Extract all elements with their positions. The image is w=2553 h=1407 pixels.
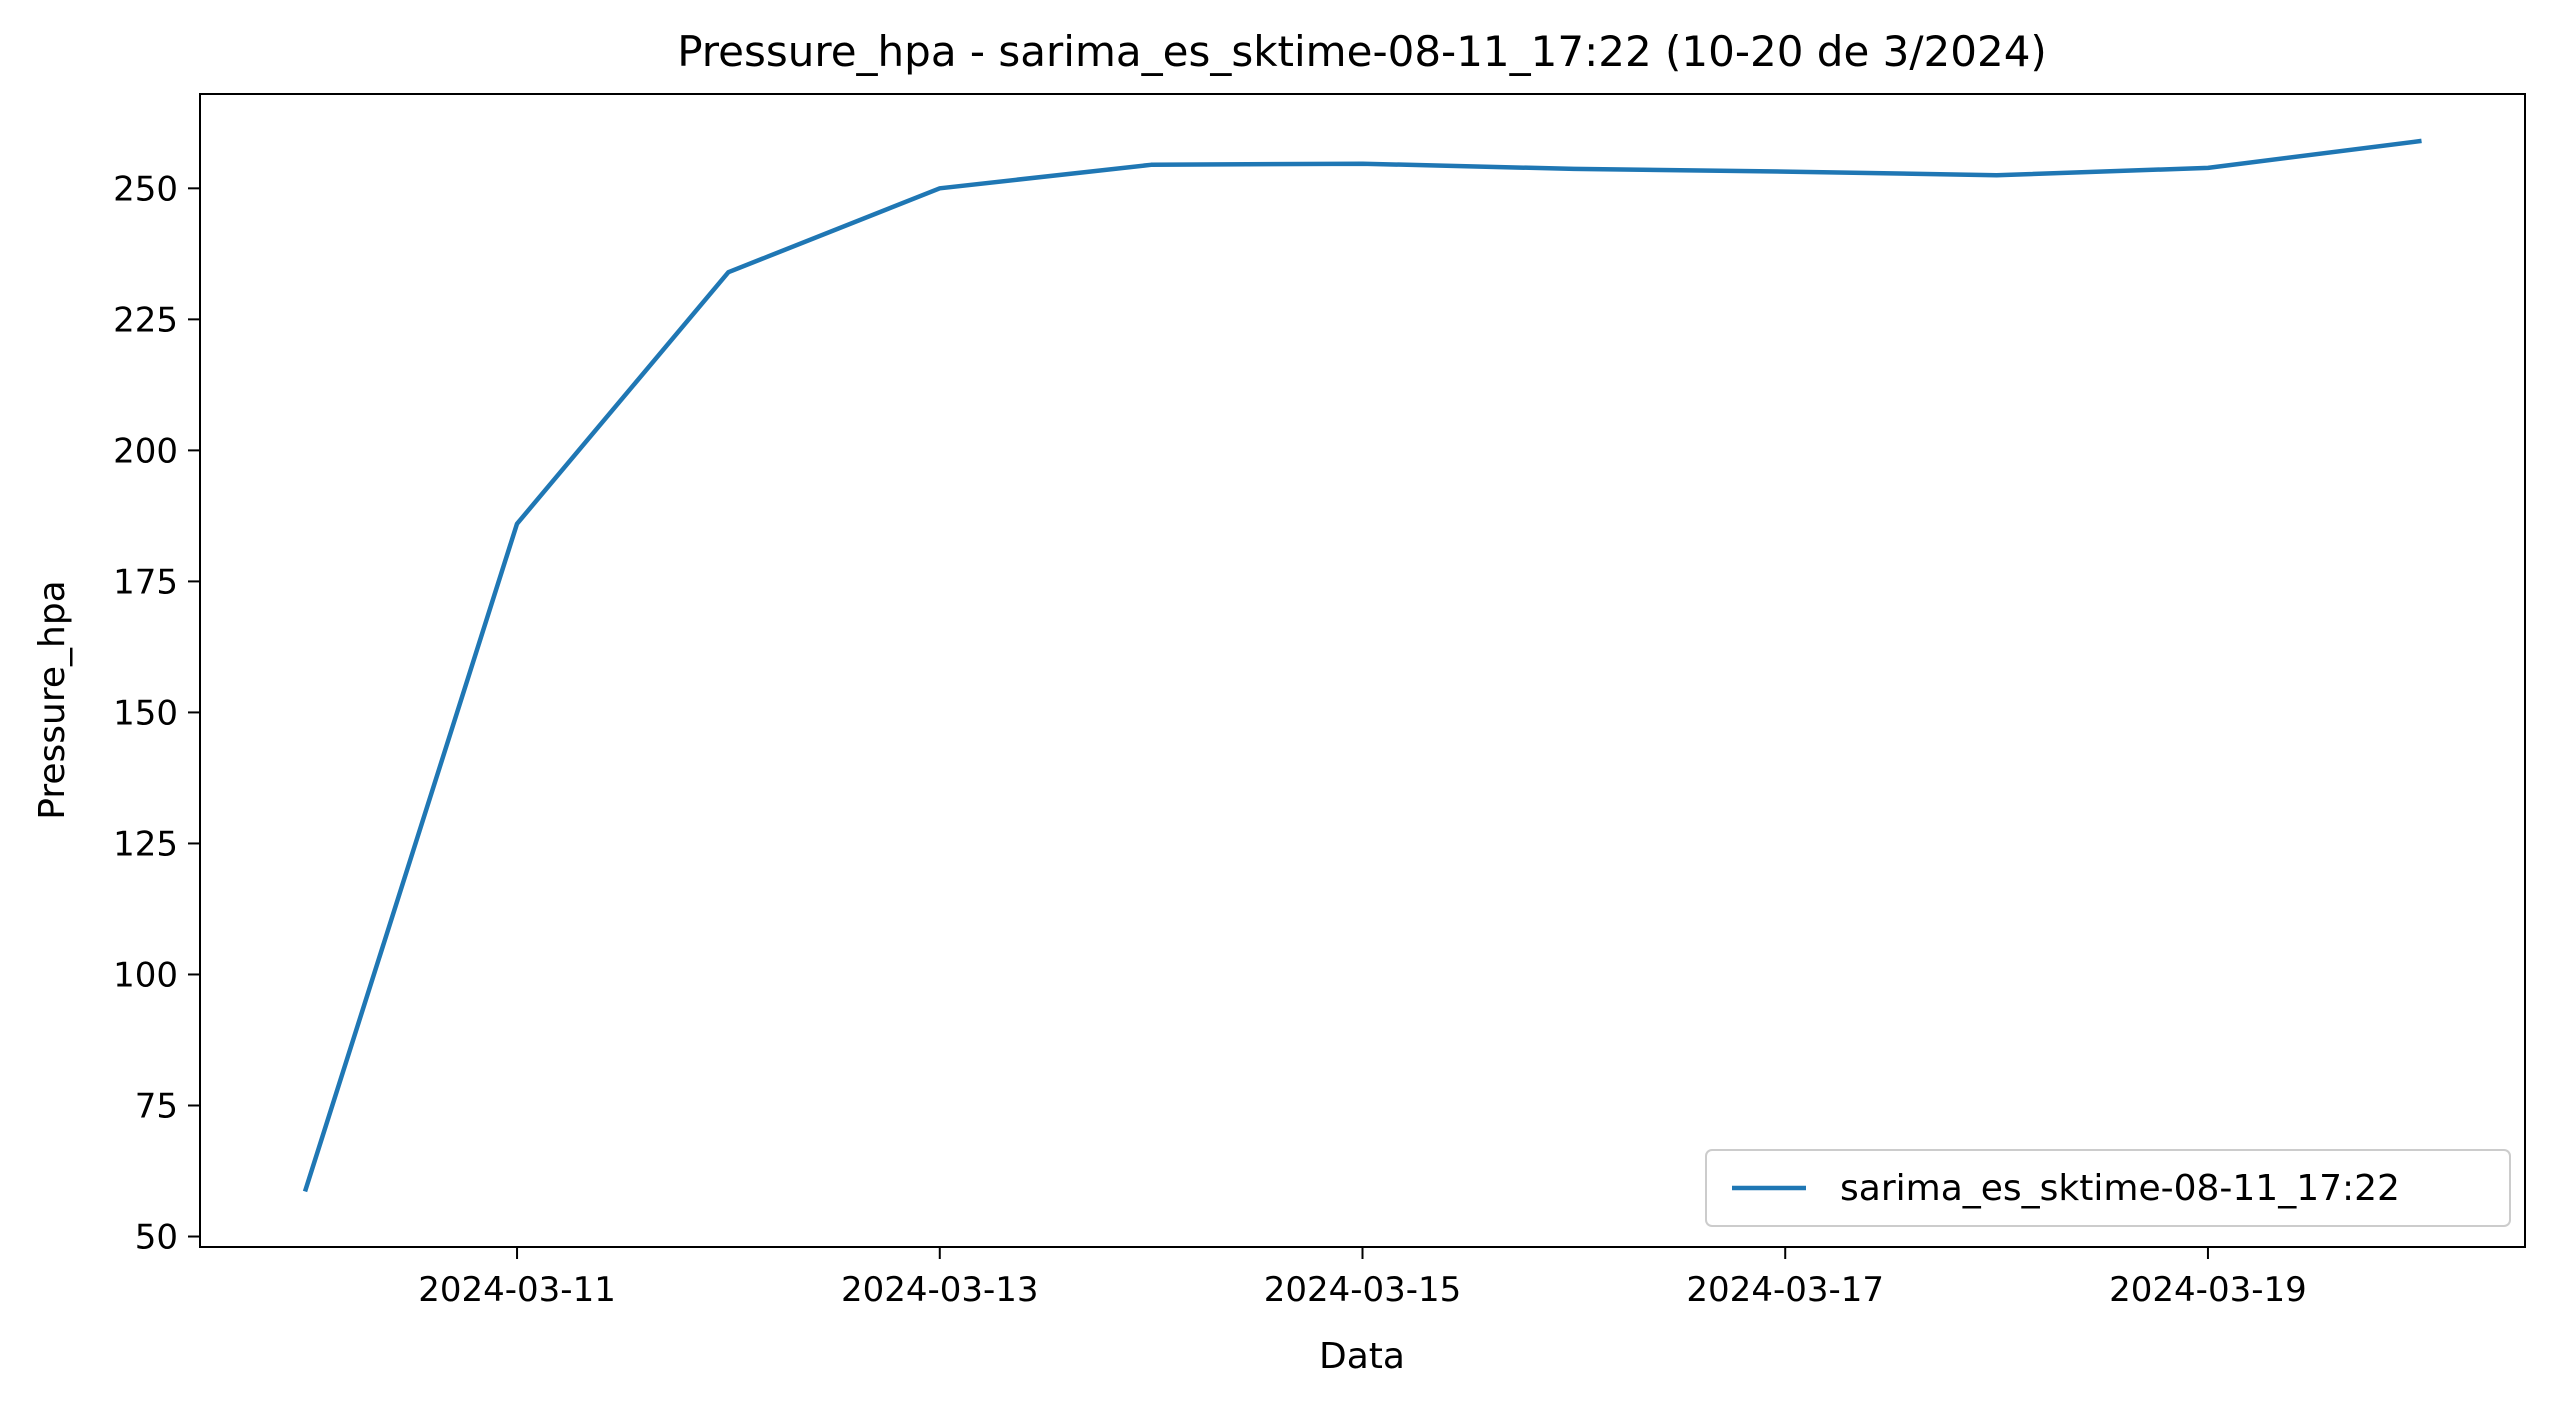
legend-entry: sarima_es_sktime-08-11_17:22 (1840, 1168, 2400, 1209)
x-tick-label: 2024-03-13 (841, 1270, 1039, 1310)
chart-title: Pressure_hpa - sarima_es_sktime-08-11_17… (677, 27, 2047, 76)
series-line (302, 138, 2422, 1193)
legend: sarima_es_sktime-08-11_17:22 (1705, 1149, 2511, 1227)
x-tick-label: 2024-03-11 (418, 1270, 616, 1310)
y-tick-label: 150 (113, 693, 178, 733)
plot-area (200, 94, 2525, 1247)
y-axis: 50 75 100 125 150 175 200 225 250 (113, 169, 200, 1258)
y-axis-label: Pressure_hpa (32, 580, 73, 819)
x-tick-label: 2024-03-19 (2109, 1270, 2307, 1310)
x-axis: 2024-03-11 2024-03-13 2024-03-15 2024-03-17… (418, 1247, 2307, 1310)
y-tick-label: 250 (113, 169, 178, 209)
y-tick-label: 125 (113, 824, 178, 864)
y-tick-label: 200 (113, 431, 178, 471)
y-tick-label: 175 (113, 562, 178, 602)
y-tick-label: 225 (113, 300, 178, 340)
y-tick-label: 100 (113, 955, 178, 995)
x-tick-label: 2024-03-15 (1264, 1270, 1462, 1310)
x-axis-label: Data (1319, 1336, 1405, 1377)
plot-frame (199, 93, 2526, 1248)
legend-box (1705, 1149, 2511, 1227)
y-tick-label: 50 (135, 1218, 178, 1258)
y-tick-label: 75 (135, 1086, 178, 1126)
x-tick-label: 2024-03-17 (1686, 1270, 1884, 1310)
